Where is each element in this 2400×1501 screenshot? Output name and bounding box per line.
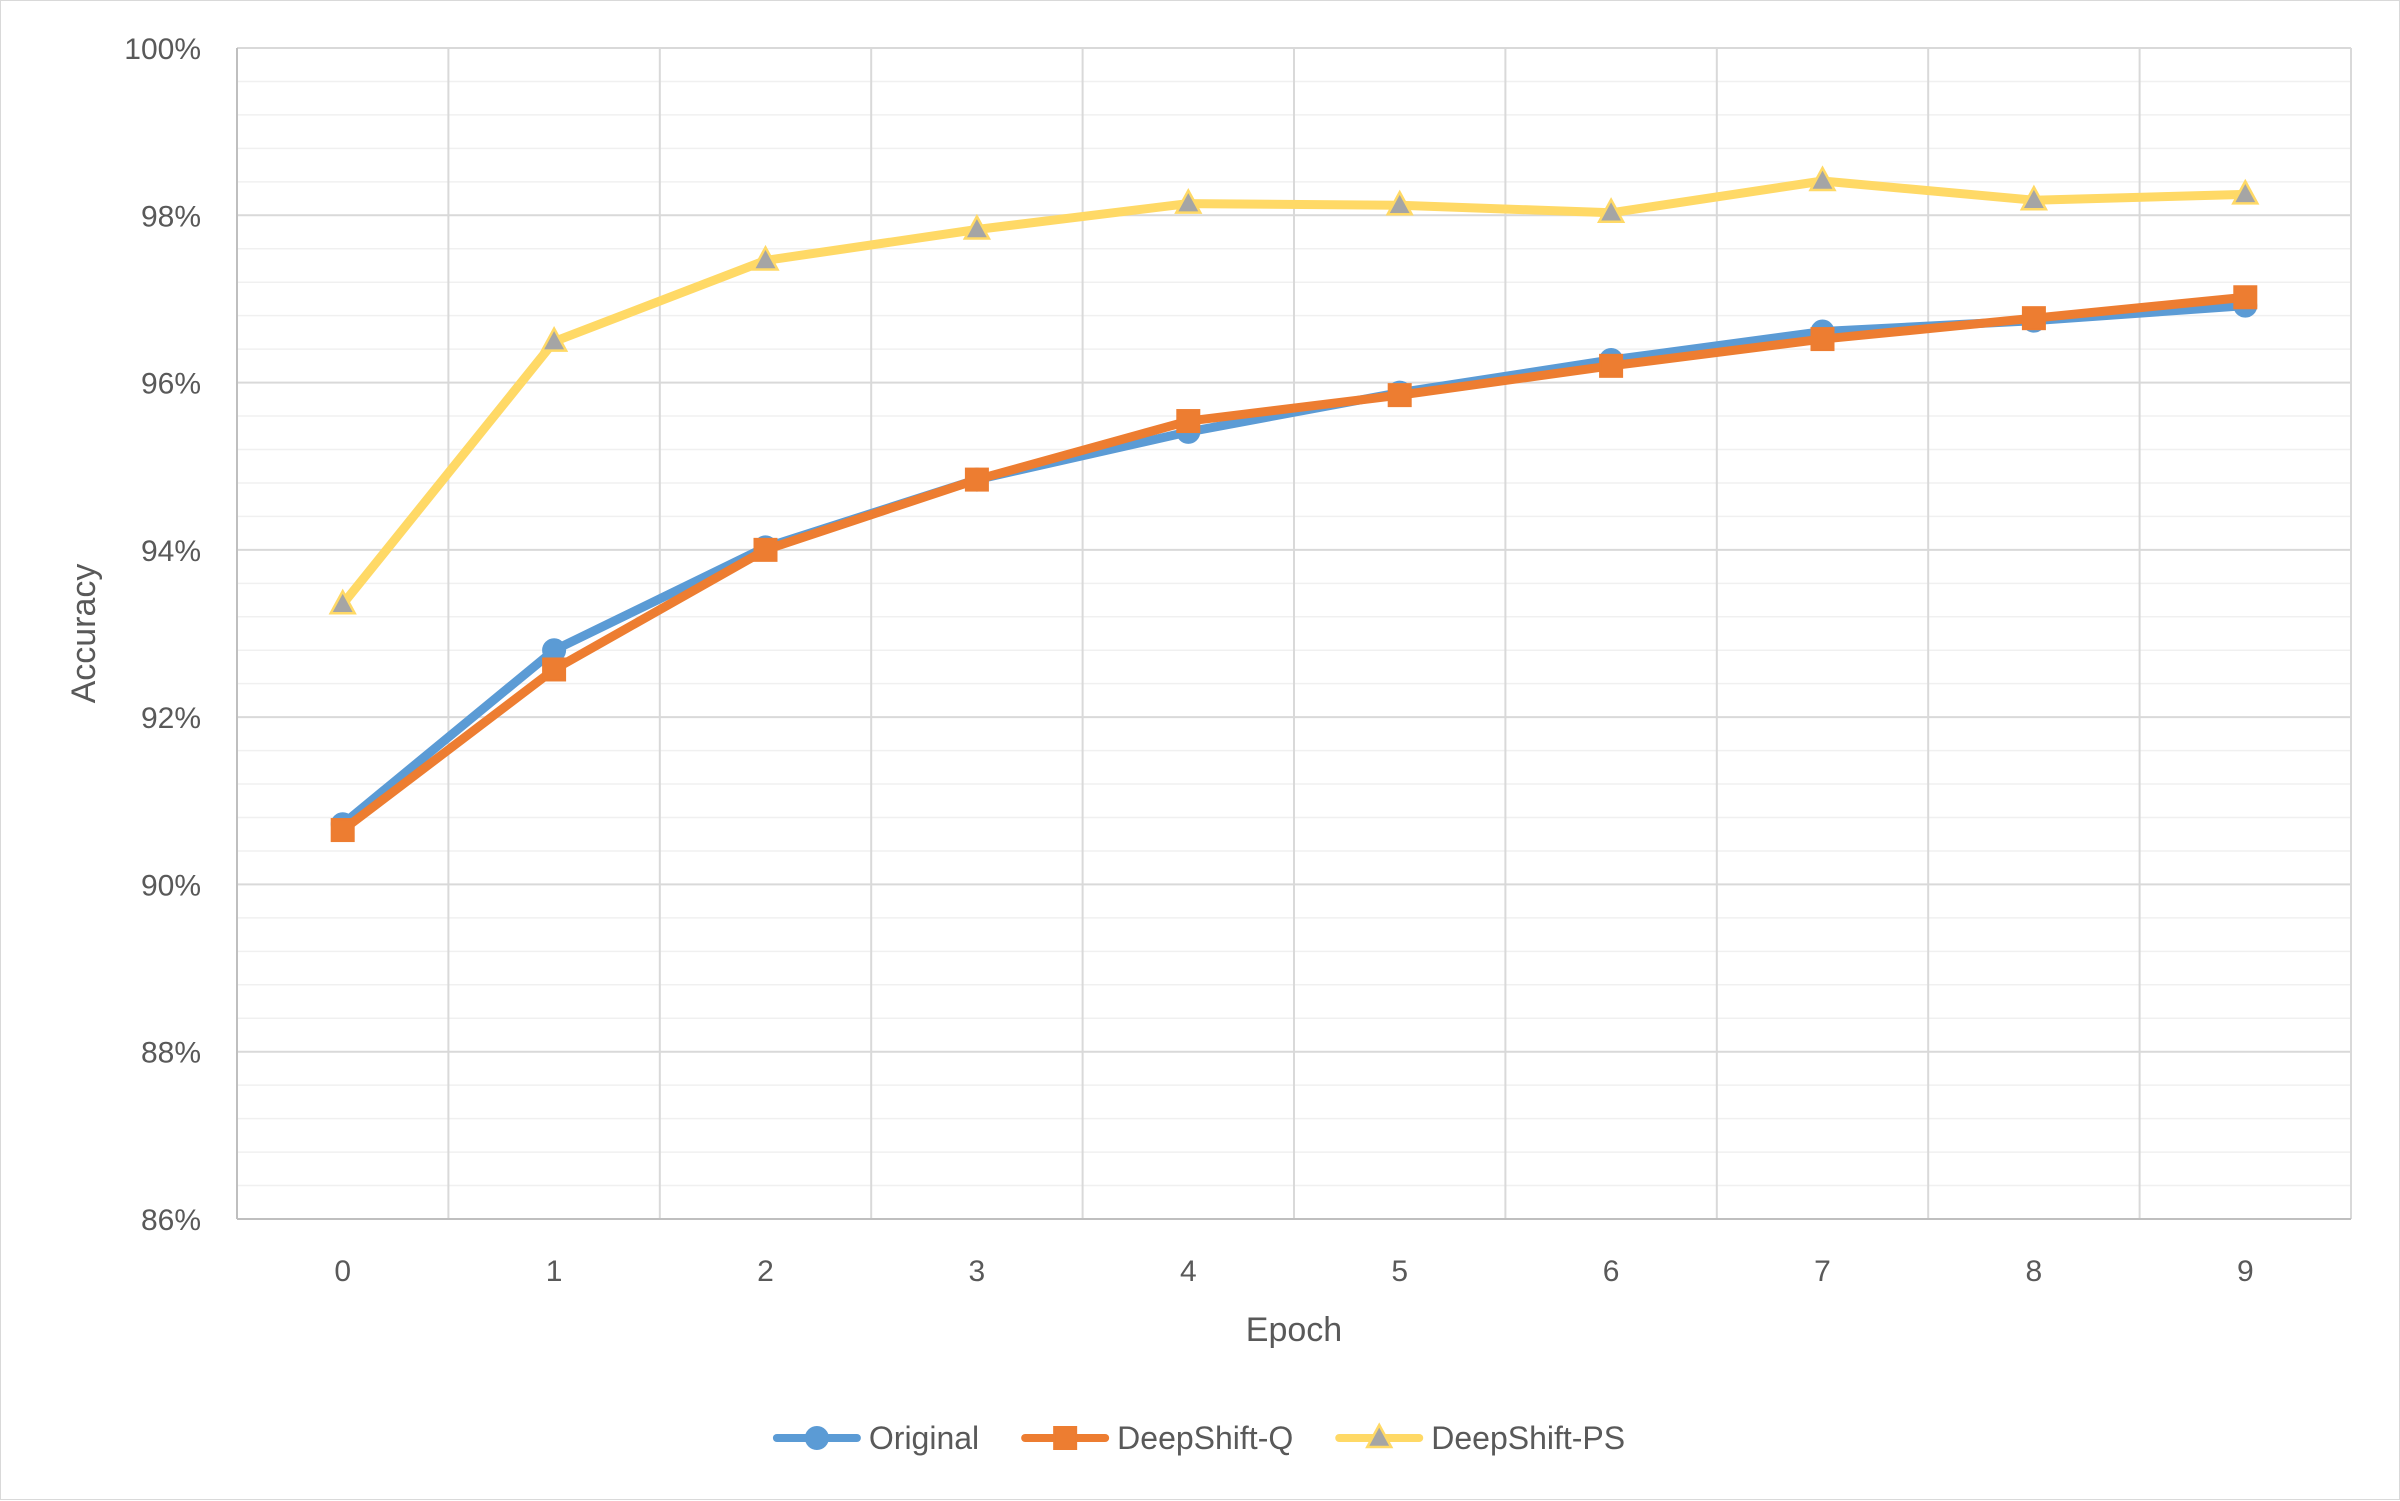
marker-square [1387,383,1412,408]
data-series [328,165,2260,843]
tick-labels: 86% 88% 90% 92% 94% 96% 98% 100% 0 1 2 3 4 5 6 7 8 9 [124,33,2253,1288]
marker-triangle [1808,165,1837,192]
x-tick-label: 0 [334,1255,351,1288]
y-tick-label: 88% [141,1037,201,1070]
x-tick-label: 9 [2237,1255,2254,1288]
axes [236,48,2351,1220]
legend-item-original: Original [772,1420,979,1456]
marker-triangle [962,213,992,240]
marker-triangle [751,244,780,271]
x-tick-label: 8 [2026,1255,2043,1288]
marker-triangle [1365,1422,1394,1449]
marker-triangle [1385,189,1414,216]
marker-triangle [2231,178,2260,205]
y-tick-label: 86% [141,1204,201,1237]
x-tick-label: 4 [1180,1255,1197,1288]
marker-triangle [1174,187,1203,214]
marker-square [1176,409,1201,434]
y-tick-label: 90% [141,869,201,902]
series-deepshift-ps [328,165,2260,615]
marker-square [542,657,567,682]
marker-square [1053,1426,1078,1450]
marker-square [1599,353,1624,378]
marker-square [2233,285,2258,310]
marker-triangle [2019,184,2049,211]
legend-label: DeepShift-Q [1117,1420,1293,1456]
marker-square [330,818,355,843]
series-line [338,292,2250,835]
marker-square [753,537,778,562]
marker-circle [804,1426,829,1450]
marker-triangle [1596,197,1626,224]
marker-square [1810,327,1835,352]
x-tick-label: 5 [1391,1255,1408,1288]
x-tick-label: 2 [757,1255,774,1288]
y-tick-label: 94% [141,535,201,568]
x-tick-label: 7 [1814,1255,1831,1288]
legend: Original DeepShift-Q DeepShift-PS [772,1420,1625,1456]
marker-triangle [539,325,569,352]
marker-triangle [328,588,357,615]
marker-square [964,467,989,492]
y-tick-label: 100% [124,33,201,66]
series-line [338,176,2250,609]
x-axis-title: Epoch [1246,1311,1342,1349]
x-tick-label: 3 [969,1255,986,1288]
series-deepshift-q [330,285,2258,843]
x-tick-label: 6 [1603,1255,1620,1288]
y-tick-label: 92% [141,702,201,735]
y-tick-label: 98% [141,200,201,233]
legend-label: Original [869,1420,979,1456]
legend-label: DeepShift-PS [1431,1420,1625,1456]
legend-item-deepshift-ps: DeepShift-PS [1335,1420,1625,1456]
y-tick-label: 96% [141,368,201,401]
x-tick-label: 1 [546,1255,563,1288]
grid-lines [236,47,2352,1220]
legend-item-deepshift-q: DeepShift-Q [1021,1420,1293,1456]
marker-square [2021,306,2046,331]
y-axis-title: Accuracy [65,564,103,704]
